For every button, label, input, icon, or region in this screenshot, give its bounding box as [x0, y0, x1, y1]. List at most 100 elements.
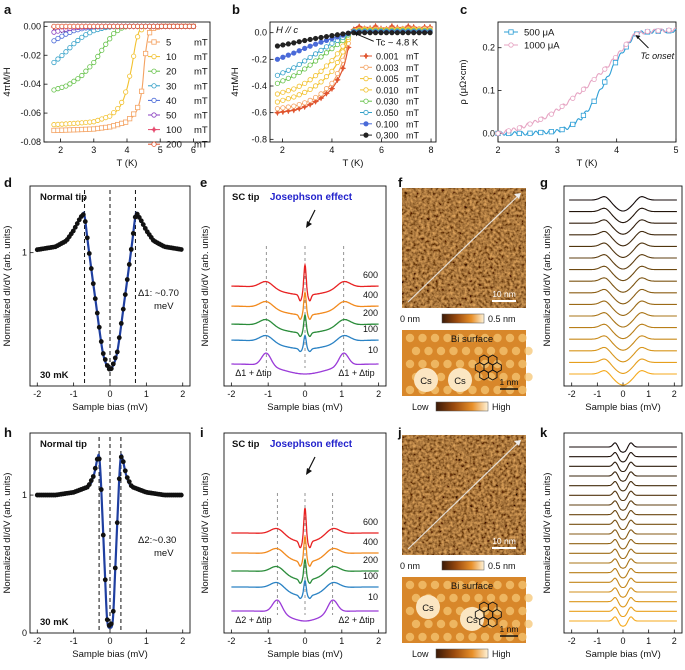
legend-marker [363, 76, 369, 82]
data-point [110, 608, 116, 614]
legend-marker [363, 98, 369, 104]
annotation: H // c [276, 25, 298, 36]
data-point [329, 46, 335, 52]
tc-label: Tc onset [640, 51, 674, 61]
atom-site [405, 606, 415, 616]
data-point [80, 212, 86, 217]
atom-site [486, 619, 496, 629]
data-point [307, 97, 313, 104]
legend: 0.001 mT 0.003 mT 0.005 mT 0.010 mT 0.030 mT 0.050… [360, 52, 419, 141]
data-point [538, 129, 544, 136]
data-point [280, 78, 286, 84]
data-point [122, 292, 128, 297]
data-point [285, 41, 291, 47]
data-point [98, 339, 104, 344]
spectrum-600: 600 [231, 507, 379, 549]
x-tick-label: 6 [191, 145, 196, 155]
atom-site [449, 593, 458, 603]
atom-site [411, 346, 421, 356]
spectrum-curve [569, 300, 677, 316]
data-point [323, 74, 330, 80]
data-point [580, 112, 587, 119]
sts-curve [34, 211, 184, 372]
data-point [112, 565, 118, 571]
y-axis-label: Normalized dI/dV (arb. units) [542, 226, 553, 347]
series-line [231, 352, 379, 375]
x-tick-label: -2 [33, 636, 41, 646]
legend-marker [363, 109, 369, 116]
data-point [312, 35, 319, 42]
panel-title: Normal tip [40, 439, 87, 450]
atom-site [518, 632, 527, 642]
x-tick-label: -1 [70, 636, 78, 646]
linecut-path [407, 440, 521, 550]
atom-site [505, 632, 515, 642]
data-point [427, 30, 433, 36]
data-point [411, 30, 417, 36]
data-point [96, 456, 102, 462]
scale-bar-bottom-label: 1 nm [500, 377, 519, 387]
spectrum-200: 200 [231, 555, 379, 585]
cs-adatom [448, 368, 472, 392]
data-point [88, 266, 94, 271]
legend-label: 100 [166, 125, 182, 136]
series-line [231, 507, 379, 549]
plot-frame [29, 185, 191, 387]
data-point [285, 104, 291, 110]
data-point [111, 110, 117, 116]
data-point [122, 468, 128, 474]
atom-site [405, 333, 415, 343]
data-point [312, 73, 319, 79]
scale-bar-bottom-label: 1 nm [500, 624, 519, 634]
panel-title: SC tip [232, 192, 260, 203]
atom-site [455, 333, 465, 343]
legend-label: 0.050 [376, 108, 399, 118]
atom-site [436, 346, 446, 356]
panel-h-svg: -2 -1 0 1 2 0 1 Sample bias (mV) Normalized dI/d… [2, 432, 191, 660]
data-point [138, 218, 144, 224]
data-point [91, 59, 97, 66]
data-point [318, 79, 324, 85]
data-point [591, 98, 597, 104]
spectrum-curve [569, 335, 677, 351]
atom-site [480, 580, 490, 590]
data-point [340, 49, 346, 55]
series-line [231, 534, 379, 567]
x-axis-label: Sample bias (mV) [585, 402, 661, 413]
data-point [119, 99, 125, 105]
colorbar-min-label: 0 nm [400, 314, 420, 324]
spectrum-curve [569, 500, 677, 511]
legend-label: 1000 μA [524, 41, 560, 52]
data-point [318, 34, 324, 41]
atom-site [405, 359, 415, 369]
data-point [120, 459, 126, 465]
atom-site [511, 619, 521, 629]
data-point [95, 53, 101, 60]
data-point [602, 66, 608, 72]
series-0 [495, 28, 677, 137]
atom-site [518, 385, 527, 395]
y-axis-label: Normalized dI/dV (arb. units) [200, 226, 211, 347]
spectrum-curve [569, 288, 677, 305]
data-point [302, 45, 308, 52]
data-point [284, 107, 292, 115]
panel-label-b: b [232, 2, 240, 17]
data-point [323, 33, 330, 40]
legend-marker [363, 132, 369, 138]
series-line [231, 557, 379, 585]
spectrum-curve [569, 358, 677, 374]
y-axis-label: Normalized dI/dV (arb. units) [2, 473, 13, 594]
legend-marker [151, 68, 157, 74]
data-point [559, 103, 565, 110]
spectrum-curve [569, 277, 677, 293]
y-tick-label: 0.1 [482, 86, 495, 96]
y-tick-label: 0.2 [482, 43, 495, 53]
x-axis-label: T (K) [577, 158, 598, 169]
legend-unit: mT [194, 96, 208, 107]
atom-site [424, 346, 433, 356]
effect-label: Josephson effect [270, 192, 353, 203]
series-200-mT [51, 23, 196, 29]
spectrum-curve [569, 538, 677, 550]
x-tick-label: 1 [646, 636, 651, 646]
data-point [394, 30, 400, 36]
